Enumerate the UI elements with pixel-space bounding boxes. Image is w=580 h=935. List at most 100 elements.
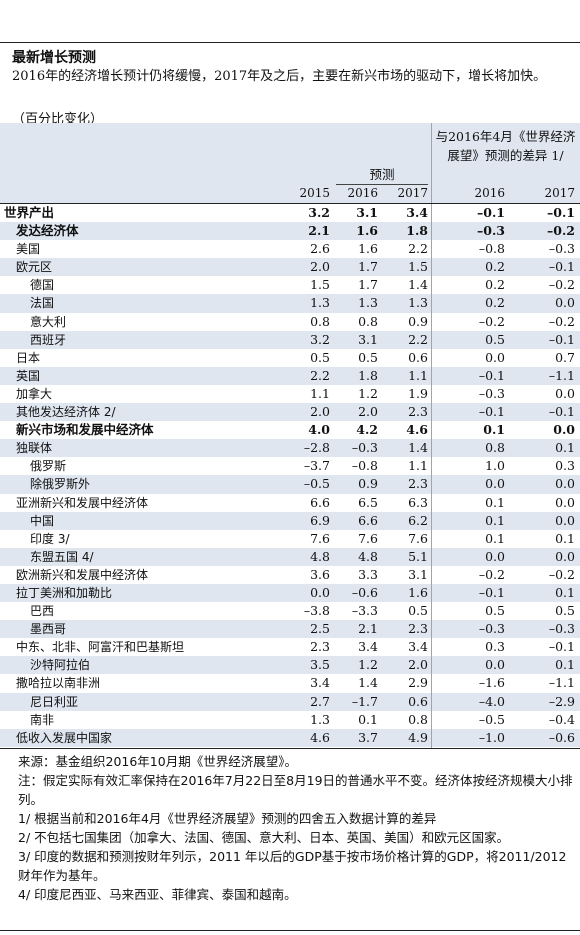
- row-label: 东盟五国 4/: [30, 549, 94, 564]
- row-value: –0.1: [478, 404, 505, 420]
- row-label: 美国: [16, 242, 41, 257]
- row-value: 0.9: [408, 313, 428, 329]
- table-row: 法国 1.3 1.3 1.3 0.2 0.0: [0, 294, 580, 313]
- row-value: 1.2: [358, 657, 378, 673]
- row-label: 加拿大: [16, 386, 53, 401]
- forecast-column-heading: 预测: [369, 167, 395, 182]
- row-value: 2.3: [408, 404, 428, 420]
- row-value: –4.0: [478, 693, 505, 709]
- row-value: –0.3: [478, 621, 505, 637]
- row-value: 3.1: [408, 566, 428, 582]
- table-row: 独联体 –2.8 –0.3 1.4 0.8 0.1: [0, 439, 580, 458]
- table-row: 世界产出 3.2 3.1 3.4 –0.1 –0.1: [0, 204, 580, 222]
- row-value: 7.6: [408, 530, 428, 546]
- table-row: 中国 6.9 6.6 6.2 0.1 0.0: [0, 511, 580, 530]
- table-row: 东盟五国 4/4.8 4.8 5.1 0.0 0.0: [0, 547, 580, 566]
- row-value: –0.1: [548, 331, 575, 347]
- year-header-2015: 2015: [299, 186, 330, 200]
- row-value: 1.1: [310, 385, 330, 401]
- source-note: 来源：基金组织2016年10月期《世界经济展望》。: [18, 754, 297, 769]
- row-value: 3.4: [358, 639, 378, 655]
- row-value: 4.6: [310, 729, 330, 745]
- table-row: 墨西哥 2.5 2.1 2.3 –0.3 –0.3: [0, 620, 580, 639]
- row-value: 1.1: [408, 458, 428, 474]
- row-value: 1.5: [310, 277, 330, 293]
- row-value: 0.5: [555, 603, 575, 619]
- table-row: 撒哈拉以南非洲 3.4 1.4 2.9 –1.6 –1.1: [0, 674, 580, 692]
- row-value: 1.3: [310, 295, 330, 311]
- table-row: 欧洲新兴和发展中经济体 3.6 3.3 3.1 –0.2 –0.2: [0, 566, 580, 584]
- row-label: 墨西哥: [30, 622, 67, 637]
- table-row: 德国 1.5 1.7 1.4 0.2 –0.2: [0, 276, 580, 294]
- row-value: –0.2: [548, 277, 575, 293]
- row-value: 6.2: [408, 512, 428, 528]
- row-label: 发达经济体: [16, 223, 79, 239]
- row-value: –0.3: [548, 621, 575, 637]
- row-value: 2.2: [408, 241, 428, 257]
- row-value: 0.8: [358, 313, 378, 329]
- row-value: –3.7: [303, 458, 330, 474]
- row-value: 0.1: [358, 711, 378, 727]
- row-value: –0.1: [477, 205, 505, 220]
- table-row: 南非 1.3 0.1 0.8 –0.5 –0.4: [0, 711, 580, 729]
- page-end-rule: [0, 930, 580, 931]
- row-value: 2.0: [310, 259, 330, 275]
- row-label: 新兴市场和发展中经济体: [16, 422, 154, 438]
- row-value: 0.0: [485, 548, 505, 564]
- row-value: 2.1: [308, 223, 330, 239]
- row-value: 0.1: [485, 512, 505, 528]
- footnote-2: 2/ 不包括七国集团（加拿大、法国、德国、意大利、日本、英国、美国）和欧元区国家…: [18, 830, 510, 845]
- row-value: 4.6: [406, 422, 428, 438]
- table-row: 低收入发展中国家 4.6 3.7 4.9 –1.0 –0.6: [0, 728, 580, 747]
- row-value: 4.8: [310, 548, 330, 564]
- row-value: 3.4: [406, 205, 428, 220]
- table-row: 中东、北非、阿富汗和巴基斯坦 2.3 3.4 3.4 0.3 –0.1: [0, 638, 580, 656]
- table-row: 巴西 –3.8 –3.3 0.5 0.5 0.5: [0, 602, 580, 620]
- row-value: 1.7: [358, 277, 378, 293]
- row-value: 0.2: [485, 259, 505, 275]
- row-value: 1.4: [408, 440, 428, 456]
- row-value: 4.9: [408, 729, 428, 745]
- row-value: –0.2: [547, 223, 575, 239]
- row-value: 2.5: [310, 621, 330, 637]
- row-value: –0.2: [548, 566, 575, 582]
- row-value: –0.5: [478, 711, 505, 727]
- table-body: 世界产出 3.2 3.1 3.4 –0.1 –0.1 发达经济体 2.1 1.6 1.8 –0.3 –…: [0, 204, 580, 747]
- table-row: 俄罗斯 –3.7 –0.8 1.1 1.0 0.3: [0, 457, 580, 475]
- row-label: 德国: [30, 278, 55, 293]
- row-value: 3.6: [310, 566, 330, 582]
- footnote-4: 4/ 印度尼西亚、马来西亚、菲律宾、泰国和越南。: [18, 887, 297, 902]
- general-note: 注：假定实际有效汇率保持在2016年7月22日至8月19日的普通水平不变。经济体…: [18, 773, 573, 807]
- row-value: –0.6: [548, 729, 575, 745]
- row-value: 3.2: [308, 205, 330, 220]
- row-value: 1.7: [358, 259, 378, 275]
- row-value: 7.6: [310, 530, 330, 546]
- row-label: 巴西: [30, 604, 55, 619]
- row-value: 1.6: [358, 241, 378, 257]
- table-row: 发达经济体 2.1 1.6 1.8 –0.3 –0.2: [0, 222, 580, 241]
- table-row: 除俄罗斯外 –0.5 0.9 2.3 0.0 0.0: [0, 475, 580, 494]
- difference-column-heading: 与2016年4月《世界经济展望》预测的差异 1/: [435, 129, 576, 163]
- table-row: 日本 0.5 0.5 0.6 0.0 0.7: [0, 349, 580, 367]
- column-divider: [431, 204, 432, 748]
- table-row: 意大利 0.8 0.8 0.9 –0.2 –0.2: [0, 313, 580, 331]
- row-label: 拉丁美洲和加勒比: [16, 585, 113, 600]
- row-value: 3.4: [408, 639, 428, 655]
- row-value: 2.3: [408, 476, 428, 492]
- row-value: 3.3: [358, 566, 378, 582]
- row-value: 1.3: [408, 295, 428, 311]
- forecast-underline: [336, 184, 428, 185]
- row-label: 欧洲新兴和发展中经济体: [16, 567, 149, 582]
- year-header-2016: 2016: [347, 186, 378, 200]
- row-value: 0.6: [408, 693, 428, 709]
- row-value: 3.2: [310, 331, 330, 347]
- table-row: 沙特阿拉伯 3.5 1.2 2.0 0.0 0.1: [0, 656, 580, 675]
- row-value: 2.1: [358, 621, 378, 637]
- row-value: –2.9: [548, 693, 575, 709]
- row-value: –1.1: [548, 367, 575, 383]
- row-value: 6.9: [310, 512, 330, 528]
- table-row: 欧元区 2.0 1.7 1.5 0.2 –0.1: [0, 258, 580, 277]
- row-value: 0.0: [485, 349, 505, 365]
- row-label: 世界产出: [4, 205, 55, 220]
- row-label: 印度 3/: [30, 531, 70, 546]
